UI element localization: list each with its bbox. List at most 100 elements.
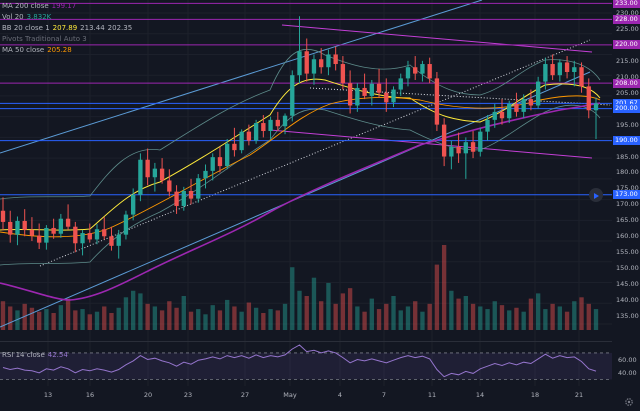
price-level-tag[interactable]: 220.00 <box>613 40 640 50</box>
price-level-tag[interactable]: 228.00 <box>613 14 640 24</box>
candle-body[interactable] <box>528 99 534 106</box>
candle-body[interactable] <box>369 83 374 96</box>
candle-body[interactable] <box>87 233 92 240</box>
candle-body[interactable] <box>109 236 114 246</box>
candle-body[interactable] <box>246 131 252 141</box>
legend-rsi[interactable]: RSI 14 close 42.54 <box>2 350 68 361</box>
candle-body[interactable] <box>239 131 244 151</box>
candle-body[interactable] <box>543 64 548 82</box>
candle-body[interactable] <box>44 227 49 243</box>
price-level-tag[interactable]: 200.00 <box>613 104 640 114</box>
candle-body[interactable] <box>282 115 288 127</box>
legend-ma200[interactable]: MA 200 close 199.17 <box>2 1 76 12</box>
price-level-tag[interactable]: 173.00 <box>613 190 640 200</box>
candle-body[interactable] <box>203 170 208 179</box>
candle-body[interactable] <box>0 210 6 222</box>
candle-body[interactable] <box>196 178 201 199</box>
horizontal-levels[interactable] <box>0 2 612 196</box>
candle-body[interactable] <box>138 159 143 195</box>
candle-body[interactable] <box>507 103 512 119</box>
candle-body[interactable] <box>131 194 136 215</box>
candle-body[interactable] <box>22 220 27 230</box>
channel-upper-line[interactable] <box>0 0 483 154</box>
legend-pivots[interactable]: Pivots Traditional Auto 3 <box>2 34 87 45</box>
candle-body[interactable] <box>564 62 570 73</box>
candle-body[interactable] <box>499 111 505 119</box>
candle-body[interactable] <box>304 51 309 74</box>
legend-ma50[interactable]: MA 50 close 205.28 <box>2 45 72 56</box>
candle-body[interactable] <box>347 83 353 106</box>
candle-body[interactable] <box>80 233 85 244</box>
candle-body[interactable] <box>232 143 237 151</box>
wedge-upper-line[interactable] <box>281 24 593 53</box>
candle-body[interactable] <box>73 226 78 244</box>
candle-body[interactable] <box>297 51 302 76</box>
candles[interactable] <box>0 16 599 259</box>
candle-body[interactable] <box>159 168 165 181</box>
candle-body[interactable] <box>152 168 158 178</box>
candle-body[interactable] <box>485 119 490 132</box>
candle-body[interactable] <box>376 83 382 93</box>
candle-body[interactable] <box>434 78 440 125</box>
candle-body[interactable] <box>514 103 519 112</box>
candle-body[interactable] <box>145 159 150 178</box>
price-level-tag[interactable]: 201.67 <box>613 98 640 108</box>
candle-body[interactable] <box>225 143 230 167</box>
candle-body[interactable] <box>116 234 121 246</box>
settings-button[interactable] <box>624 392 634 406</box>
price-level-tag[interactable]: 208.00 <box>613 78 640 88</box>
candle-body[interactable] <box>261 123 266 132</box>
candle-body[interactable] <box>268 119 273 132</box>
candle-body[interactable] <box>36 235 42 243</box>
candle-body[interactable] <box>188 190 194 199</box>
candle-body[interactable] <box>326 54 331 68</box>
candle-body[interactable] <box>492 111 497 120</box>
candle-body[interactable] <box>333 54 338 65</box>
candle-body[interactable] <box>181 190 186 206</box>
candle-body[interactable] <box>253 123 259 141</box>
candle-body[interactable] <box>311 59 317 74</box>
candle-body[interactable] <box>391 89 396 103</box>
candle-body[interactable] <box>535 81 541 106</box>
candle-body[interactable] <box>413 67 418 74</box>
legend-bb[interactable]: BB 20 close 1 207.89 213.44 202.35 <box>2 23 132 34</box>
candle-body[interactable] <box>420 64 425 74</box>
candle-body[interactable] <box>572 67 577 73</box>
candle-body[interactable] <box>65 218 71 227</box>
candle-body[interactable] <box>470 142 476 152</box>
candle-body[interactable] <box>456 146 461 154</box>
candle-body[interactable] <box>15 220 20 235</box>
candle-body[interactable] <box>478 131 483 152</box>
wedge-lower-line[interactable] <box>269 129 593 159</box>
candle-body[interactable] <box>29 229 35 236</box>
legend-vol[interactable]: Vol 20 3.832K <box>2 12 51 23</box>
candle-body[interactable] <box>441 124 447 157</box>
candle-body[interactable] <box>275 119 280 127</box>
candle-body[interactable] <box>58 218 64 234</box>
candle-body[interactable] <box>355 87 360 106</box>
candle-body[interactable] <box>362 87 367 96</box>
candle-body[interactable] <box>586 86 591 111</box>
candle-body[interactable] <box>449 146 454 157</box>
candle-body[interactable] <box>8 221 13 235</box>
candle-body[interactable] <box>94 229 100 240</box>
candle-body[interactable] <box>579 67 584 87</box>
candle-body[interactable] <box>340 64 346 84</box>
candle-body[interactable] <box>521 99 526 112</box>
candle-body[interactable] <box>463 142 468 154</box>
candle-body[interactable] <box>210 157 215 171</box>
candle-body[interactable] <box>123 214 129 235</box>
diagonal-dotted-line[interactable] <box>39 39 591 267</box>
candle-body[interactable] <box>290 75 295 116</box>
candle-body[interactable] <box>405 67 411 79</box>
candle-body[interactable] <box>319 59 324 68</box>
candle-body[interactable] <box>593 103 599 111</box>
rsi-pane[interactable] <box>0 344 612 380</box>
candle-body[interactable] <box>102 229 107 237</box>
candle-body[interactable] <box>550 64 555 76</box>
candle-body[interactable] <box>398 78 403 90</box>
candle-body[interactable] <box>174 191 179 206</box>
price-level-tag[interactable]: 233.00 <box>613 0 640 8</box>
